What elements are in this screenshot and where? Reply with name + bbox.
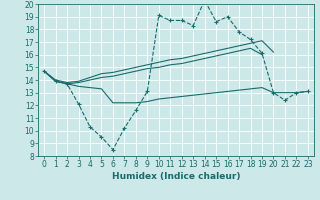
- X-axis label: Humidex (Indice chaleur): Humidex (Indice chaleur): [112, 172, 240, 181]
